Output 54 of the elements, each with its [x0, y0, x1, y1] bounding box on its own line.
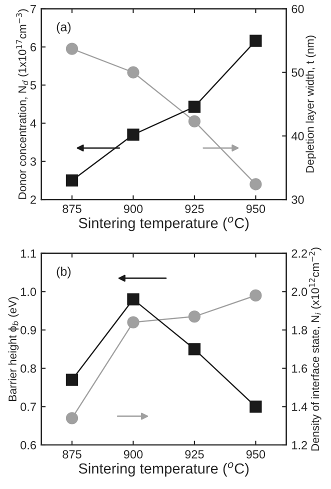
point: [66, 412, 78, 424]
y-tick-label: 0.6: [20, 441, 36, 450]
x-tick-label: 875: [62, 450, 82, 459]
y2-tick-label: 30: [292, 196, 304, 204]
y2-axis-title: Density of interface state, N$_{i}$ (x10$^{12}$cm$^{−2}$): [308, 248, 322, 451]
point: [250, 178, 262, 190]
y-tick-label: 5: [30, 81, 36, 90]
y2-tick-label: 2.0: [292, 288, 308, 296]
point: [66, 374, 78, 386]
y2-axis-title: Depletion layer width, t (nm): [306, 36, 316, 172]
y-tick-label: 1.0: [21, 288, 36, 296]
point: [127, 316, 140, 328]
y-tick-label: 4: [30, 119, 36, 128]
x-tick-label: 900: [124, 450, 143, 459]
y2-tick-label: 1.2: [292, 441, 307, 450]
y-tick-label: 3: [30, 157, 36, 166]
y2-tick-label: 40: [291, 132, 304, 140]
y-tick-label: 0.9: [20, 326, 36, 334]
point: [66, 42, 78, 55]
y-tick-label: 1.1: [21, 249, 36, 258]
x-tick-label: 950: [246, 204, 266, 214]
y-axis-title: Donor concentration, N$_{d}$ (1x10$^{17}$cm$^{−3}$): [16, 9, 28, 199]
point: [250, 400, 262, 413]
y2-tick-label: 1.4: [292, 402, 308, 411]
point: [188, 343, 201, 356]
point: [250, 34, 262, 47]
x-axis-title: Sintering temperature ($^{o}$C): [78, 216, 249, 232]
point: [127, 293, 140, 306]
y-tick-label: 0.8: [20, 364, 36, 373]
x-tick-label: 875: [62, 204, 82, 214]
point: [188, 100, 201, 113]
point: [188, 115, 201, 128]
y-tick-label: 7: [30, 4, 36, 14]
y-tick-label: 6: [30, 42, 36, 52]
y2-tick-label: 50: [292, 68, 304, 77]
y-tick-label: 0.7: [20, 402, 36, 412]
point: [188, 310, 201, 323]
x-tick-label: 925: [185, 204, 204, 214]
x-axis-title: Sintering temperature ($^{o}$C): [78, 462, 249, 477]
y2-tick-label: 60: [292, 4, 304, 14]
annotation: (a): [56, 22, 71, 34]
x-tick-label: 925: [185, 450, 204, 459]
y2-tick-label: 1.6: [292, 364, 308, 373]
y2-tick-label: 1.8: [292, 326, 308, 334]
point: [66, 174, 78, 187]
point: [127, 66, 140, 78]
x-tick-label: 950: [246, 450, 266, 459]
point: [127, 128, 140, 141]
annotation: (b): [56, 266, 71, 278]
x-tick-label: 900: [124, 204, 143, 214]
y-axis-title: Barrier height ϕ$_{b}$ (eV): [8, 297, 19, 401]
point: [250, 289, 262, 302]
y-tick-label: 2: [30, 196, 36, 204]
y2-tick-label: 2.2: [292, 249, 307, 258]
